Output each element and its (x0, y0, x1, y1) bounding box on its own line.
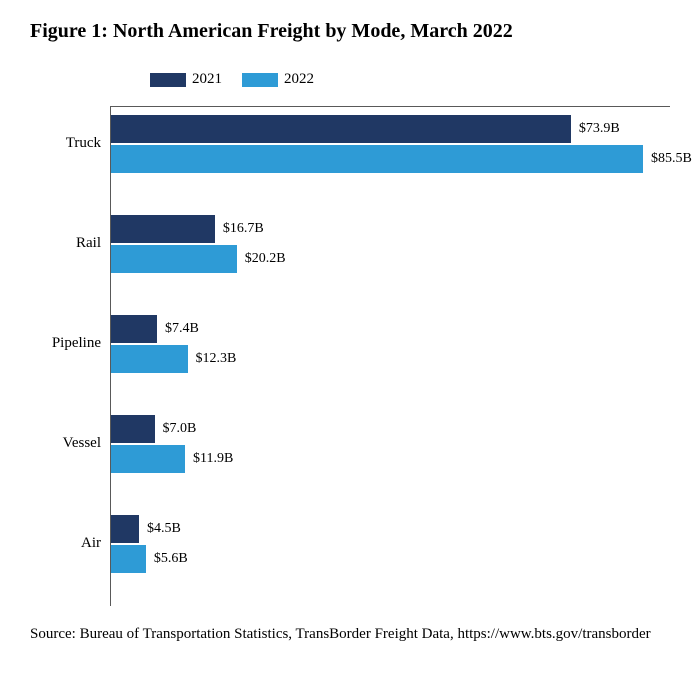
legend-label-2021: 2021 (192, 71, 222, 88)
bar-value-label: $12.3B (196, 345, 237, 373)
bar-2022 (111, 445, 185, 473)
bar-2021 (111, 415, 155, 443)
bar-value-label: $4.5B (147, 515, 181, 543)
legend-swatch-2021 (150, 73, 186, 87)
bar-2022 (111, 345, 188, 373)
plot-area: Truck$73.9B$85.5B Rail$16.7B$20.2B Pipelin… (110, 106, 670, 606)
category-label: Truck (31, 135, 101, 152)
bar-value-label: $5.6B (154, 545, 188, 573)
bar-group: Vessel$7.0B$11.9B (111, 415, 670, 473)
bar-2022 (111, 145, 643, 173)
bar-2021 (111, 515, 139, 543)
category-label: Air (31, 535, 101, 552)
legend-label-2022: 2022 (284, 71, 314, 88)
category-label: Pipeline (31, 335, 101, 352)
legend-swatch-2022 (242, 73, 278, 87)
legend-item-2022: 2022 (242, 71, 314, 88)
bar-value-label: $16.7B (223, 215, 264, 243)
legend: 2021 2022 (150, 71, 670, 88)
category-label: Vessel (31, 435, 101, 452)
source-citation: Source: Bureau of Transportation Statist… (30, 624, 670, 644)
bar-value-label: $7.0B (163, 415, 197, 443)
chart-area: Truck$73.9B$85.5B Rail$16.7B$20.2B Pipelin… (110, 106, 670, 606)
bar-value-label: $73.9B (579, 115, 620, 143)
bar-2022 (111, 545, 146, 573)
bar-2022 (111, 245, 237, 273)
bar-group: Truck$73.9B$85.5B (111, 115, 670, 173)
bar-group: Pipeline$7.4B$12.3B (111, 315, 670, 373)
bar-value-label: $20.2B (245, 245, 286, 273)
bar-value-label: $85.5B (651, 145, 692, 173)
legend-item-2021: 2021 (150, 71, 222, 88)
bar-group: Rail$16.7B$20.2B (111, 215, 670, 273)
bar-2021 (111, 215, 215, 243)
bar-2021 (111, 315, 157, 343)
category-label: Rail (31, 235, 101, 252)
bar-value-label: $7.4B (165, 315, 199, 343)
bar-value-label: $11.9B (193, 445, 233, 473)
bar-2021 (111, 115, 571, 143)
figure-title: Figure 1: North American Freight by Mode… (30, 20, 670, 43)
bar-group: Air$4.5B$5.6B (111, 515, 670, 573)
